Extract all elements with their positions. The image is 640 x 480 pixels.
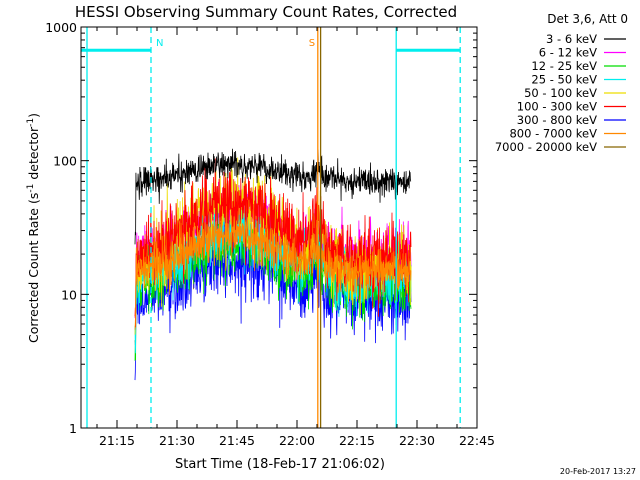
- legend-label: 100 - 300 keV: [517, 100, 597, 114]
- legend-label: 300 - 800 keV: [517, 113, 597, 127]
- x-tick-label: 22:30: [399, 433, 435, 448]
- series-layer: [134, 148, 412, 381]
- footer-date: 20-Feb-2017 13:27: [560, 467, 636, 476]
- series-line-7: [134, 206, 412, 330]
- y-tick-label: 1: [69, 421, 77, 436]
- axes: 21:15 21:30 21:45 22:00 22:15 22:30 22:45 1 10 10…: [45, 20, 495, 448]
- legend-label: 6 - 12 keV: [539, 46, 597, 60]
- plot-frame: [80, 26, 478, 429]
- legend-label: 50 - 100 keV: [524, 86, 597, 100]
- event-label-N-start: N: [156, 38, 163, 49]
- y-axis-label-sup1: -1: [26, 184, 36, 193]
- series-line-0: [134, 148, 412, 245]
- y-axis-label-sup2: -1: [26, 118, 36, 127]
- y-tick-label: 1000: [45, 20, 77, 35]
- legend-label: 7000 - 20000 keV: [495, 140, 597, 154]
- legend-label: 12 - 25 keV: [531, 59, 597, 73]
- x-axis-label: Start Time (18-Feb-17 21:06:02): [175, 457, 385, 472]
- x-tick-label: 22:00: [279, 433, 315, 448]
- y-axis-label-end: ): [26, 113, 41, 118]
- y-axis-label-main: Corrected Count Rate (s: [26, 193, 41, 343]
- y-axis-label-mid: detector: [26, 126, 41, 184]
- x-tick-label: 21:15: [99, 433, 135, 448]
- y-tick-label: 10: [61, 287, 77, 302]
- legend-label: 800 - 7000 keV: [509, 127, 597, 141]
- chart-title: HESSI Observing Summary Count Rates, Cor…: [75, 3, 457, 21]
- legend-label: 25 - 50 keV: [531, 73, 597, 87]
- event-label-S-start: S: [309, 38, 315, 49]
- legend-title: Det 3,6, Att 0: [547, 12, 628, 26]
- x-tick-label: 21:30: [159, 433, 195, 448]
- x-tick-label: 22:15: [339, 433, 375, 448]
- x-tick-label: 21:45: [219, 433, 255, 448]
- series-line-4: [134, 157, 412, 335]
- legend-label: 3 - 6 keV: [546, 32, 597, 46]
- y-axis-label: Corrected Count Rate (s-1 detector-1): [26, 113, 41, 343]
- y-tick-label: 100: [53, 154, 77, 169]
- x-tick-label: 22:45: [459, 433, 495, 448]
